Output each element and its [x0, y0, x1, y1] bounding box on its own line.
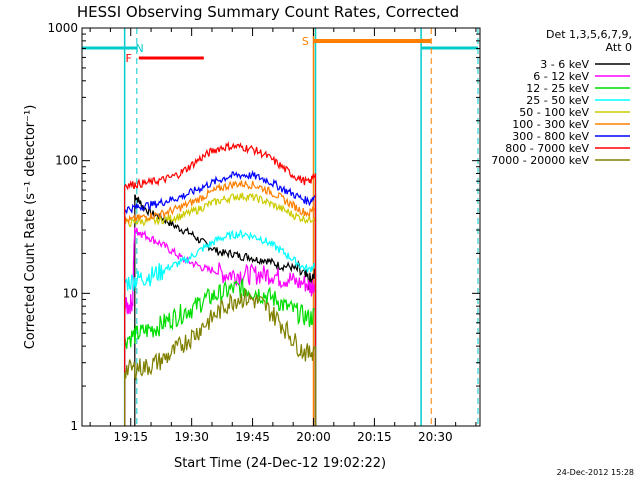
footer-timestamp: 24-Dec-2012 15:28 [557, 468, 634, 477]
x-axis-ticks: 19:15 19:30 19:45 20:00 20:15 20:30 [89, 28, 477, 444]
y-tick-label: 10 [63, 286, 78, 300]
x-tick-label: 20:30 [418, 430, 453, 444]
y-tick-label: 1000 [47, 21, 78, 35]
series-line [124, 289, 317, 427]
x-axis-label: Start Time (24-Dec-12 19:02:22) [174, 456, 386, 471]
series-line [124, 278, 317, 427]
annotation-s: S [302, 35, 309, 48]
axes [81, 27, 481, 427]
x-tick-label: 19:30 [174, 430, 209, 444]
legend-label: 50 - 100 keV [519, 106, 589, 119]
legend-header-line-1: Det 1,3,5,6,7,9, [546, 28, 632, 41]
series-line [123, 228, 317, 427]
series-line [123, 169, 317, 427]
legend-label: 100 - 300 keV [512, 118, 589, 131]
series-line [123, 227, 317, 427]
x-tick-label: 19:15 [113, 430, 148, 444]
plot-area: FN S [82, 28, 479, 427]
legend-label: 7000 - 20000 keV [491, 154, 589, 167]
series-line [123, 180, 317, 427]
y-tick-label: 1 [70, 419, 78, 433]
y-axis-label: Corrected Count Rate (s⁻¹ detector⁻¹) [23, 105, 38, 350]
legend-label: 800 - 7000 keV [505, 142, 589, 155]
legend-label: 3 - 6 keV [540, 58, 589, 71]
chart-title: HESSI Observing Summary Count Rates, Cor… [77, 3, 459, 21]
legend-label: 300 - 800 keV [512, 130, 589, 143]
legend-label: 6 - 12 keV [533, 70, 589, 83]
x-tick-label: 19:45 [235, 430, 270, 444]
legend-label: 25 - 50 keV [526, 94, 589, 107]
series-line [124, 192, 317, 427]
series-line [134, 194, 317, 427]
x-tick-label: 20:15 [357, 430, 392, 444]
x-tick-label: 20:00 [296, 430, 331, 444]
y-axis-ticks: 1 10 100 1000 [47, 21, 480, 433]
annotation-f: F [126, 52, 132, 65]
plot-frame [81, 27, 481, 427]
annotation-n: N [136, 42, 144, 55]
legend-label: 12 - 25 keV [526, 82, 589, 95]
series-line [123, 140, 317, 427]
y-tick-label: 100 [55, 154, 78, 168]
legend-header-line-2: Att 0 [606, 41, 632, 54]
